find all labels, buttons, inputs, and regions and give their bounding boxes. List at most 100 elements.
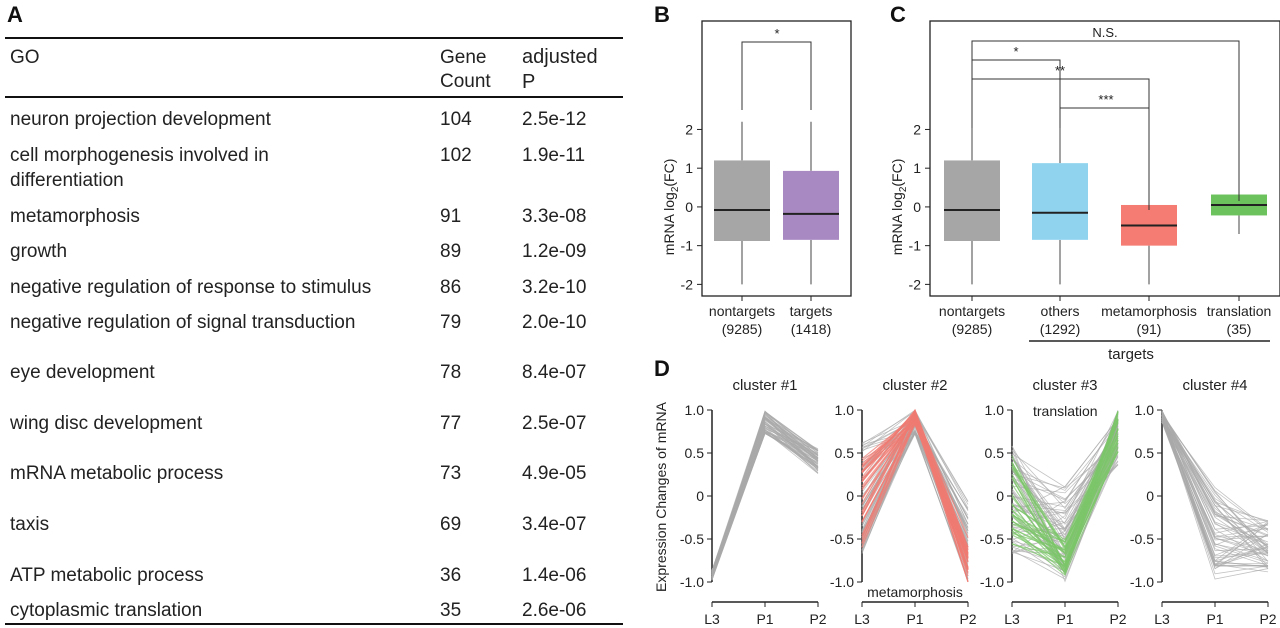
x-count-label: (1292): [1040, 321, 1080, 337]
header-gene-count-1: Gene: [440, 47, 487, 68]
x-count-label: (1418): [791, 321, 831, 337]
x-tick-label: nontargets: [709, 303, 775, 319]
x-tick-label: P2: [1259, 611, 1276, 627]
expression-trace: [711, 411, 819, 574]
comparison-bracket: [971, 40, 1240, 201]
gene-count: 73: [440, 463, 462, 484]
adjusted-p: 1.4e-06: [522, 565, 587, 586]
header-go: GO: [10, 47, 40, 68]
x-tick-label: P2: [1109, 611, 1126, 627]
adjusted-p: 3.3e-08: [522, 206, 587, 227]
x-tick-label: metamorphosis: [1101, 303, 1197, 319]
y-tick-label: -0.5: [830, 531, 854, 547]
go-term-continued: differentiation: [10, 170, 124, 191]
significance-label: N.S.: [1092, 25, 1117, 40]
comparison-bracket: [971, 59, 1061, 128]
go-term: cell morphogenesis involved in: [10, 145, 269, 166]
y-tick-label: -1.0: [680, 574, 704, 590]
expression-trace: [1161, 410, 1269, 530]
expression-trace: [1011, 418, 1119, 488]
go-term: ATP metabolic process: [10, 565, 204, 586]
y-tick-label: -1.0: [830, 574, 854, 590]
box-nontargets: [944, 160, 1000, 241]
x-tick-label: targets: [790, 303, 833, 319]
gene-count: 36: [440, 565, 462, 586]
highlighted-trace: [861, 419, 969, 558]
x-tick-label: P1: [1056, 611, 1073, 627]
y-tick-label: -0.5: [680, 531, 704, 547]
header-gene-count-2: Count: [440, 71, 491, 92]
go-term: growth: [10, 241, 68, 262]
highlighted-trace: [1011, 416, 1119, 543]
go-term: cytoplasmic translation: [10, 600, 203, 621]
x-tick-label: P1: [756, 611, 773, 627]
highlighted-trace: [1011, 451, 1119, 567]
y-tick-label: 1.0: [685, 402, 705, 418]
box-nontargets: [714, 160, 770, 241]
gene-count: 69: [440, 514, 462, 535]
expression-trace: [711, 410, 819, 579]
y-tick-label: 1: [685, 160, 693, 176]
y-tick-label: 0: [913, 199, 921, 215]
y-tick-label: -1: [909, 238, 922, 254]
y-tick-label: 1.0: [835, 402, 855, 418]
expression-trace: [1161, 411, 1269, 536]
adjusted-p: 2.5e-12: [522, 109, 587, 130]
highlight-label: translation: [1033, 403, 1098, 419]
x-tick-label: L3: [854, 611, 870, 627]
gene-count: 78: [440, 362, 462, 383]
cluster-panel-1: cluster #1 1.0 0.5 0 -0.5 -1.0 L3 P1 P2: [680, 377, 827, 627]
adjusted-p: 8.4e-07: [522, 362, 587, 383]
y-tick-label: 1: [913, 160, 921, 176]
gene-count: 102: [440, 145, 472, 166]
gene-count: 89: [440, 241, 462, 262]
expression-trace: [861, 433, 969, 579]
cluster-panel-2: cluster #2 1.0 0.5 0 -0.5 -1.0 L3 P1 P2 metamorph…: [830, 377, 977, 627]
significance-label: **: [1055, 63, 1065, 78]
go-term: negative regulation of response to stimu…: [10, 277, 372, 298]
y-tick-label: 0: [696, 488, 704, 504]
y-tick-label: -0.5: [1130, 531, 1154, 547]
x-tick-label: L3: [1154, 611, 1170, 627]
x-tick-label: L3: [704, 611, 720, 627]
y-tick-label: 0.5: [1135, 445, 1155, 461]
box-others: [1032, 163, 1088, 240]
gene-count: 35: [440, 600, 462, 621]
header-adjusted-p-1: adjusted: [522, 46, 598, 68]
go-table: A GO Gene Count adjusted P neuron projec…: [5, 2, 623, 625]
table-bottom-rule: [5, 623, 623, 625]
y-axis-label: mRNA log2(FC): [889, 159, 909, 256]
y-tick-label: 1.0: [985, 402, 1005, 418]
y-tick-label: 0: [685, 199, 693, 215]
expression-trace: [711, 412, 819, 574]
x-tick-label: translation: [1207, 303, 1272, 319]
highlighted-trace: [1011, 451, 1119, 541]
y-tick-label: -1.0: [980, 574, 1004, 590]
gene-count: 104: [440, 109, 472, 130]
adjusted-p: 2.5e-07: [522, 413, 587, 434]
panel-letter-a: A: [7, 2, 23, 27]
highlighted-trace: [1011, 433, 1119, 558]
expression-trace: [1161, 415, 1269, 562]
table-header-rule: [5, 96, 623, 98]
go-term: mRNA metabolic process: [10, 463, 224, 484]
expression-trace: [711, 410, 819, 579]
y-tick-label: 1.0: [1135, 402, 1155, 418]
y-tick-label: -1: [681, 238, 694, 254]
expression-trace: [1161, 414, 1269, 531]
expression-trace: [711, 432, 819, 571]
y-tick-label: -1.0: [1130, 574, 1154, 590]
y-tick-label: 0.5: [835, 445, 855, 461]
x-tick-label: P1: [1206, 611, 1223, 627]
gene-count: 77: [440, 413, 462, 434]
panel-letter-c: C: [890, 2, 906, 27]
y-tick-label: 0: [996, 488, 1004, 504]
panel-letter-d: D: [654, 356, 670, 381]
expression-trace: [1161, 412, 1269, 531]
cluster-title: cluster #3: [1032, 377, 1097, 394]
cluster-panel-4: cluster #4 1.0 0.5 0 -0.5 -1.0 L3 P1 P2: [1130, 377, 1277, 627]
x-count-label: (9285): [952, 321, 992, 337]
highlight-label: metamorphosis: [867, 584, 963, 600]
expression-trace: [711, 416, 819, 571]
expression-trace: [711, 418, 819, 574]
